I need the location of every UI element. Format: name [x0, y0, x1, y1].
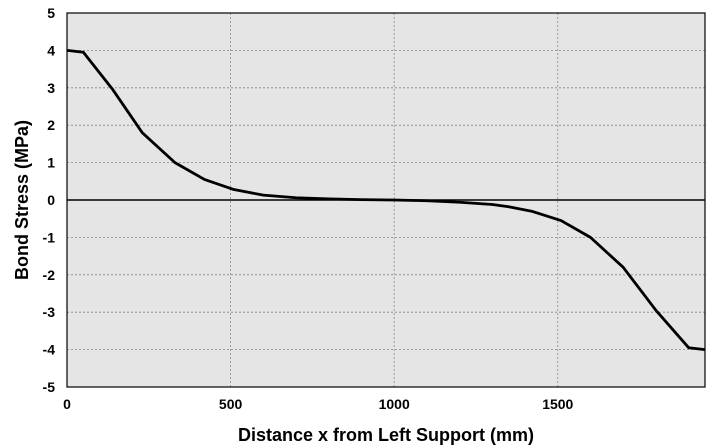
x-axis-label: Distance x from Left Support (mm)	[238, 425, 534, 445]
y-tick-label: 1	[47, 155, 55, 171]
y-tick-label: -2	[43, 267, 56, 283]
x-tick-label: 1000	[379, 396, 410, 412]
x-tick-label: 0	[63, 396, 71, 412]
x-tick-label: 1500	[542, 396, 573, 412]
tick-labels: 0 500 1000 1500 5 4 3 2 1 0 -1 -2 -3 -4 -5	[43, 5, 574, 412]
y-tick-label: 3	[47, 80, 55, 96]
y-tick-label: -4	[43, 342, 56, 358]
x-tick-label: 500	[219, 396, 243, 412]
series-line	[66, 49, 706, 351]
y-tick-label: 5	[47, 5, 55, 21]
y-tick-label: 2	[47, 117, 55, 133]
y-tick-label: -3	[43, 304, 56, 320]
y-tick-label: -5	[43, 379, 56, 395]
y-tick-label: 0	[47, 192, 55, 208]
y-tick-label: -1	[43, 229, 56, 245]
plot-frame	[66, 12, 706, 388]
y-tick-label: 4	[47, 42, 55, 58]
y-axis-label: Bond Stress (MPa)	[12, 120, 32, 280]
